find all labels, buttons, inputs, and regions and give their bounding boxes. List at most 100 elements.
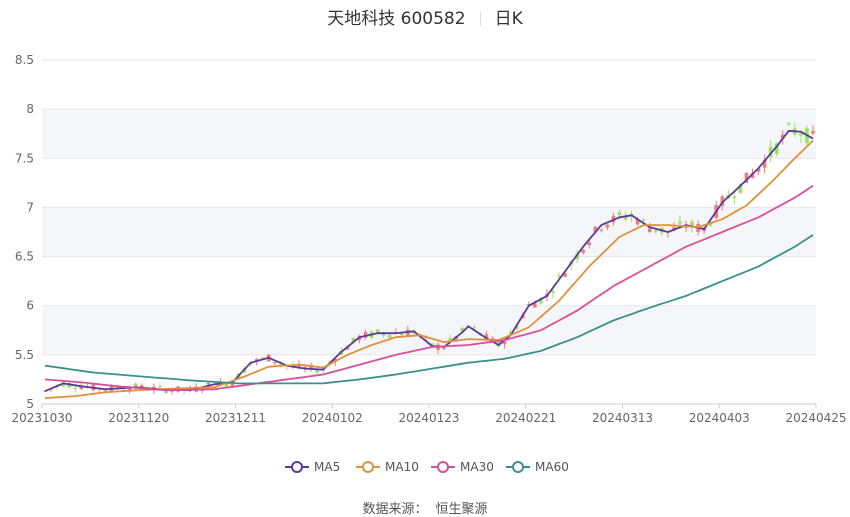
- x-tick-label: 20240313: [592, 411, 653, 425]
- ma-line-ma60: [44, 234, 814, 385]
- candle-body: [780, 134, 785, 139]
- candle-body: [448, 338, 452, 341]
- legend-label: MA30: [460, 460, 494, 474]
- candle-body: [158, 386, 162, 388]
- candle-body: [811, 131, 815, 134]
- candle-body: [756, 168, 761, 172]
- legend-label: MA10: [385, 460, 419, 474]
- candle-body: [786, 123, 791, 125]
- gridlines: [42, 59, 816, 405]
- legend: MA5 MA10 MA30 MA60: [285, 460, 569, 474]
- candle-body: [623, 216, 628, 220]
- candle-body: [200, 389, 205, 391]
- candle-body: [279, 363, 283, 365]
- candle-body: [563, 273, 567, 277]
- candle-body: [103, 390, 108, 392]
- candle-body: [345, 346, 350, 350]
- y-tick-label: 8: [26, 102, 34, 116]
- background-band: [42, 305, 816, 355]
- candle-body: [297, 363, 301, 368]
- candle-body: [732, 196, 737, 199]
- candle-body: [170, 390, 174, 392]
- candle-body: [720, 196, 725, 207]
- candle-body: [442, 348, 446, 350]
- legend-marker: [291, 461, 303, 473]
- candle-body: [635, 219, 640, 225]
- legend-label: MA5: [314, 460, 340, 474]
- candle-body: [551, 291, 555, 294]
- candle-body: [387, 334, 392, 338]
- candle-body: [768, 146, 773, 157]
- candle-body: [146, 390, 150, 392]
- legend-item-ma30[interactable]: MA30: [431, 460, 494, 474]
- candle-body: [587, 242, 592, 246]
- candle-body: [750, 173, 755, 178]
- header-divider: [479, 12, 481, 26]
- candle-body: [575, 253, 579, 260]
- candle-body: [460, 327, 465, 332]
- legend-item-ma5[interactable]: MA5: [285, 460, 340, 474]
- x-tick-label: 20240123: [398, 411, 459, 425]
- candle-body: [641, 219, 646, 221]
- candle-body: [375, 329, 380, 333]
- candle-body: [351, 337, 356, 342]
- candle-body: [690, 221, 694, 228]
- legend-marker: [512, 461, 524, 473]
- data-source: 数据来源： 恒生聚源: [0, 498, 850, 517]
- y-tick-label: 7: [26, 200, 34, 214]
- candle-body: [653, 230, 658, 232]
- plot-background-bands: [42, 109, 816, 355]
- background-band: [42, 207, 816, 257]
- y-tick-label: 5.5: [15, 348, 34, 362]
- moving-average-lines: [44, 129, 814, 399]
- y-tick-label: 6: [26, 299, 34, 313]
- legend-item-ma60[interactable]: MA60: [506, 460, 569, 474]
- candle-body: [139, 385, 144, 389]
- chart-header: 天地科技 600582 日K: [0, 4, 850, 29]
- x-tick-label: 20231211: [205, 411, 266, 425]
- background-band: [42, 109, 816, 159]
- x-tick-label: 20240425: [785, 411, 846, 425]
- period-tab[interactable]: 日K: [494, 9, 523, 29]
- candle-body: [514, 325, 519, 329]
- legend-item-ma10[interactable]: MA10: [356, 460, 419, 474]
- y-tick-label: 5: [26, 397, 34, 411]
- y-tick-label: 6.5: [15, 250, 34, 264]
- candle-body: [472, 327, 477, 329]
- candle-body: [206, 382, 211, 385]
- candle-body: [230, 383, 235, 386]
- legend-marker: [362, 461, 374, 473]
- source-label: 数据来源：: [362, 502, 428, 517]
- x-tick-label: 20240403: [689, 411, 750, 425]
- legend-marker: [437, 461, 449, 473]
- stock-title: 天地科技 600582: [327, 9, 466, 29]
- candle-body: [502, 341, 507, 345]
- x-tick-label: 20231030: [11, 411, 72, 425]
- candle-body: [533, 302, 537, 308]
- candle-body: [539, 297, 543, 304]
- x-tick-label: 20240102: [302, 411, 363, 425]
- candle-body: [599, 229, 604, 231]
- x-axis-labels: 20231030 20231120 20231211 20240102 20240123…: [11, 404, 847, 425]
- y-tick-label: 7.5: [15, 151, 34, 165]
- candle-body: [508, 332, 513, 335]
- candle-body: [363, 332, 368, 338]
- candle-body: [593, 226, 598, 232]
- candle-body: [762, 159, 767, 168]
- candle-body: [678, 221, 682, 224]
- candle-body: [260, 357, 265, 359]
- candle-body: [43, 390, 47, 392]
- candle-body: [557, 275, 561, 277]
- candle-body: [381, 333, 386, 336]
- candle-body: [133, 383, 138, 389]
- candle-body: [799, 133, 803, 136]
- ma-line-ma10: [44, 139, 814, 399]
- candle-body: [738, 183, 743, 193]
- candle-body: [484, 334, 489, 340]
- candle-body: [224, 383, 229, 387]
- y-tick-label: 8.5: [15, 53, 34, 67]
- candle-body: [581, 249, 585, 253]
- candle-body: [647, 227, 652, 233]
- candle-body: [73, 387, 78, 389]
